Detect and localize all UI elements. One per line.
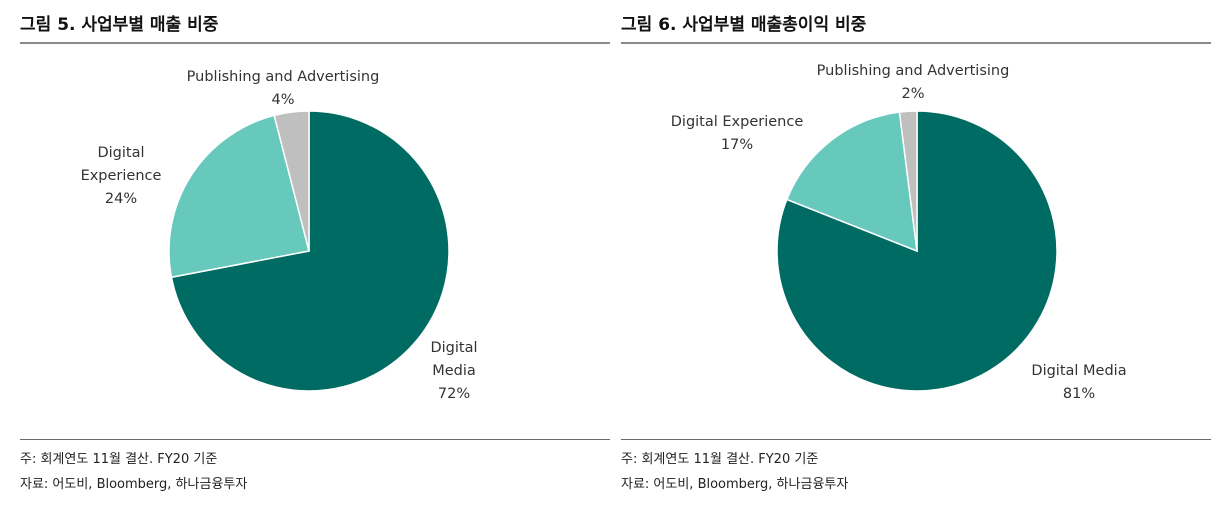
slice-label-publishing-advertising: Publishing and Advertising 4% bbox=[187, 69, 380, 108]
gross-profit-pie-chart: Digital Media 81% Digital Experience 17% Pub… bbox=[671, 63, 1127, 402]
slice-label-digital-media: Digital Media 81% bbox=[1031, 363, 1126, 402]
chart-title: 그림 5. 사업부별 매출 비중 bbox=[20, 15, 219, 35]
chart-source: 자료: 어도비, Bloomberg, 하나금융투자 bbox=[621, 477, 849, 492]
slice-name: Digital bbox=[97, 145, 144, 161]
chart-source: 자료: 어도비, Bloomberg, 하나금융투자 bbox=[20, 477, 248, 492]
slice-label-digital-media: Digital Media 72% bbox=[430, 340, 477, 402]
slice-value: 2% bbox=[901, 86, 924, 102]
pie-slice-publishing-advertising bbox=[898, 110, 918, 252]
pie-slice-publishing-advertising bbox=[273, 110, 310, 252]
chart-panel-gross-profit: 그림 6. 사업부별 매출총이익 비중 Digital Media 81% Digi… bbox=[621, 0, 1211, 506]
slice-name: Publishing and Advertising bbox=[187, 69, 380, 85]
chart-note: 주: 회계연도 11월 결산. FY20 기준 bbox=[621, 452, 819, 467]
slice-value: 4% bbox=[271, 92, 294, 108]
pie-slice-digital-experience bbox=[168, 114, 310, 279]
revenue-pie-chart: Digital Media 72% Digital Experience 24% Publi… bbox=[81, 69, 478, 402]
slice-label-publishing-advertising: Publishing and Advertising 2% bbox=[817, 63, 1010, 102]
chart-note: 주: 회계연도 11월 결산. FY20 기준 bbox=[20, 452, 218, 467]
pie-slice-digital-experience bbox=[785, 111, 918, 253]
slice-value: 72% bbox=[438, 386, 470, 402]
slice-name: Publishing and Advertising bbox=[817, 63, 1010, 79]
title-divider bbox=[20, 42, 610, 44]
title-divider bbox=[621, 42, 1211, 44]
chart-title: 그림 6. 사업부별 매출총이익 비중 bbox=[621, 15, 867, 35]
footer-divider bbox=[20, 439, 610, 440]
slice-name: Digital Experience bbox=[671, 114, 804, 130]
slice-name: Experience bbox=[81, 168, 162, 184]
slice-name: Digital bbox=[430, 340, 477, 356]
slice-name: Digital Media bbox=[1031, 363, 1126, 379]
slice-value: 24% bbox=[105, 191, 137, 207]
slice-value: 17% bbox=[721, 137, 753, 153]
slice-value: 81% bbox=[1063, 386, 1095, 402]
chart-panel-revenue: 그림 5. 사업부별 매출 비중 Digital Media 72% Digital E… bbox=[20, 0, 610, 506]
footer-divider bbox=[621, 439, 1211, 440]
slice-name: Media bbox=[432, 363, 476, 379]
pie-slice-digital-media bbox=[170, 110, 450, 392]
slice-label-digital-experience: Digital Experience 17% bbox=[671, 114, 804, 153]
slice-label-digital-experience: Digital Experience 24% bbox=[81, 145, 162, 207]
